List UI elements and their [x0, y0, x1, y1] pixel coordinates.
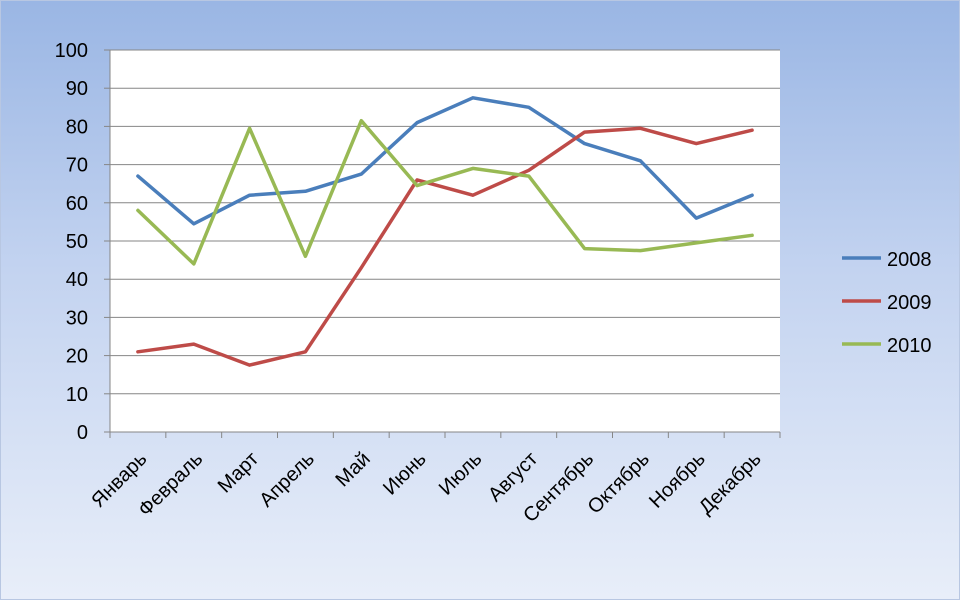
x-tick-label: Декабрь — [695, 448, 766, 519]
x-tick-label: Октябрь — [584, 448, 654, 518]
x-tick-label: Июнь — [379, 448, 431, 500]
y-tick-label: 70 — [66, 155, 88, 177]
series-line-2010 — [136, 118, 754, 266]
series-line-2008 — [136, 96, 754, 226]
y-tick-label: 80 — [66, 116, 88, 138]
x-tick-label: Май — [332, 448, 375, 491]
series-line-2009 — [136, 126, 754, 367]
y-tick-label: 100 — [55, 40, 88, 62]
y-tick-label: 10 — [66, 384, 88, 406]
x-tick-label: Март — [214, 448, 263, 497]
x-tick-label: Июль — [435, 448, 487, 500]
y-tick-label: 60 — [66, 193, 88, 215]
y-tick-label: 40 — [66, 269, 88, 291]
legend-label: 2009 — [887, 292, 932, 314]
y-axis-tick-labels: 0 10 20 30 40 50 60 70 80 90 100 — [55, 40, 88, 444]
legend-label: 2010 — [887, 335, 932, 357]
series-lines — [136, 96, 754, 367]
y-tick-label: 0 — [77, 422, 88, 444]
legend-label: 2008 — [887, 249, 932, 271]
x-tick-label: Апрель — [255, 448, 319, 512]
y-tick-label: 30 — [66, 307, 88, 329]
y-tick-label: 90 — [66, 78, 88, 100]
y-tick-label: 50 — [66, 231, 88, 253]
legend: 2008 2009 2010 — [842, 249, 932, 357]
y-tick-label: 20 — [66, 346, 88, 368]
axes — [104, 49, 781, 438]
gridlines — [110, 49, 780, 395]
